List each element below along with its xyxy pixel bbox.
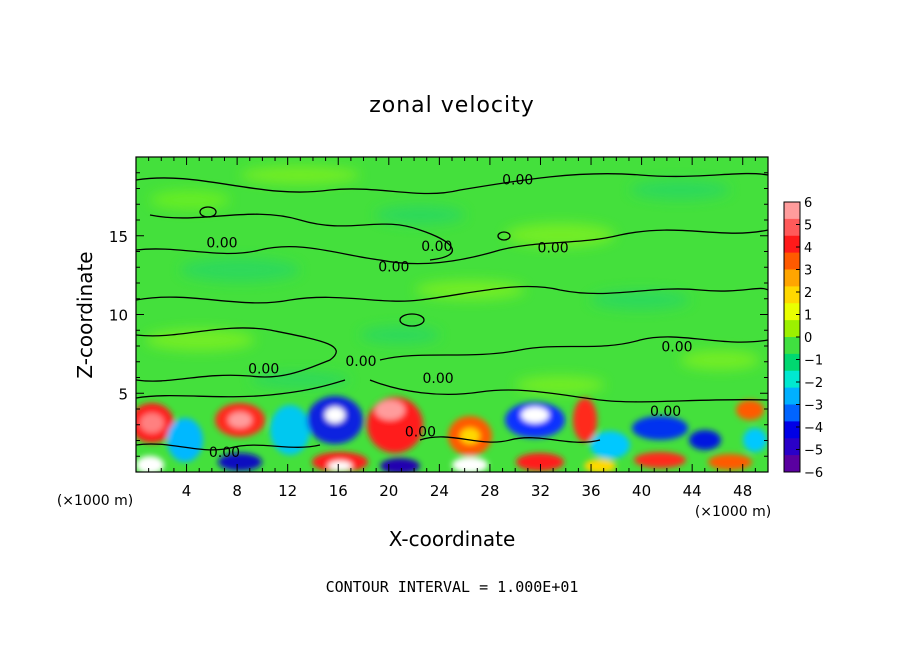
x-axis: 4 8 12 16 20 24 28 32 36 40 44 48 (148, 157, 756, 500)
contour-interval-footer: CONTOUR INTERVAL = 1.000E+01 (326, 578, 579, 596)
colorbar-swatch (784, 286, 800, 304)
contour-label-text: 0.00 (209, 445, 240, 461)
y-tick-label: 15 (109, 228, 128, 246)
velocity-field (136, 157, 768, 472)
colorbar-tick-label: −1 (804, 354, 823, 369)
x-tick-label: 40 (632, 482, 651, 500)
colorbar-swatch (784, 455, 800, 473)
contour-label: 0.00 (538, 240, 569, 256)
contour-label: 0.00 (405, 425, 436, 441)
colorbar-swatch (784, 218, 800, 237)
contour-label: 0.00 (423, 371, 454, 387)
x-tick-label: 44 (683, 482, 702, 500)
colorbar-swatch (784, 421, 800, 439)
contour-label: 0.00 (502, 173, 533, 189)
contour-label-text: 0.00 (248, 362, 279, 378)
colorbar-swatch (784, 353, 800, 372)
contour-label-text: 0.00 (661, 340, 692, 356)
colorbar-tick-label: 6 (804, 196, 812, 211)
colorbar-swatch (784, 252, 800, 270)
colorbar-swatch (784, 387, 800, 405)
colorbar-swatch (784, 303, 800, 321)
x-tick-label: 32 (531, 482, 550, 500)
contour-label: 0.00 (248, 362, 279, 378)
y-axis: 5 10 15 (109, 172, 768, 457)
contour-label: 0.00 (209, 445, 240, 461)
contour-label-text: 0.00 (421, 239, 452, 255)
colorbar-tick-label: −3 (804, 399, 823, 414)
contour-label-text: 0.00 (650, 404, 681, 420)
colorbar-tick-label: −5 (804, 444, 823, 459)
x-tick-label: 24 (430, 482, 449, 500)
chart-title: zonal velocity (369, 93, 535, 118)
y-tick-label: 10 (109, 307, 128, 325)
contour-label-text: 0.00 (206, 236, 237, 252)
colorbar-tick-label: 5 (804, 219, 812, 234)
contour-label: 0.00 (661, 340, 692, 356)
colorbar-tick-label: −6 (804, 466, 823, 481)
colorbar-tick-label: 2 (804, 286, 812, 301)
contour-label: 0.00 (650, 404, 681, 420)
colorbar-tick-label: 0 (804, 331, 812, 346)
contour-label-text: 0.00 (502, 173, 533, 189)
colorbar-tick-label: 4 (804, 241, 812, 256)
colorbar: 6 5 4 3 2 1 0 −1 −2 −3 −4 −5 −6 (783, 196, 823, 481)
colorbar-swatch (784, 370, 800, 389)
contour-label-text: 0.00 (345, 354, 376, 370)
contour-label: 0.00 (378, 259, 409, 275)
y-tick-label: 5 (118, 385, 128, 403)
x-tick-label: 36 (581, 482, 600, 500)
x-unit-left: (×1000 m) (57, 493, 133, 509)
colorbar-tick-label: −2 (804, 376, 823, 391)
x-unit-right: (×1000 m) (695, 504, 771, 520)
x-tick-label: 16 (329, 482, 348, 500)
x-tick-label: 12 (278, 482, 297, 500)
colorbar-swatch (784, 269, 800, 287)
contour-label-text: 0.00 (378, 259, 409, 275)
contour-label-text: 0.00 (423, 371, 454, 387)
y-axis-label: Z-coordinate (73, 251, 97, 378)
contour-label: 0.00 (206, 236, 237, 252)
x-tick-label: 48 (733, 482, 752, 500)
colorbar-swatch (784, 320, 800, 338)
contour-labels: 0.00 0.00 0.00 0.00 0.00 0.00 0.00 0.00 0.00 0.00… (206, 173, 692, 461)
colorbar-tick-label: 1 (804, 309, 812, 324)
x-axis-label: X-coordinate (389, 527, 516, 551)
colorbar-swatch (784, 404, 800, 422)
colorbar-swatch (784, 337, 800, 355)
x-tick-label: 4 (182, 482, 192, 500)
contour-label-text: 0.00 (405, 425, 436, 441)
colorbar-swatch (784, 235, 800, 254)
contour-label: 0.00 (345, 354, 376, 370)
x-tick-label: 28 (480, 482, 499, 500)
colorbar-tick-label: 3 (804, 264, 812, 279)
zero-contours (136, 172, 768, 451)
x-tick-label: 20 (379, 482, 398, 500)
colorbar-tick-label: −4 (804, 421, 823, 436)
colorbar-swatch (784, 202, 800, 220)
contour-label-text: 0.00 (538, 240, 569, 256)
contour-label: 0.00 (421, 239, 452, 255)
colorbar-swatch (784, 438, 800, 456)
x-tick-label: 8 (232, 482, 242, 500)
